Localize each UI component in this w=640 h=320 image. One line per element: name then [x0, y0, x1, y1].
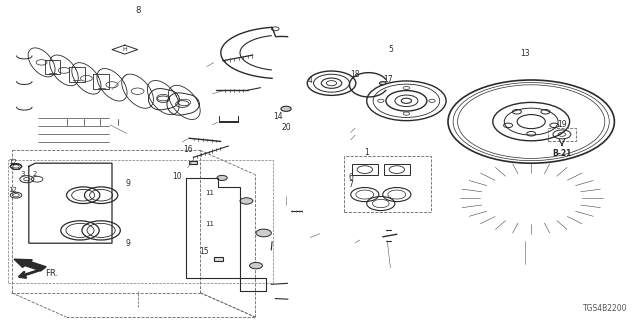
Circle shape	[250, 262, 262, 269]
Text: 16: 16	[182, 145, 193, 154]
Text: 19: 19	[557, 120, 567, 129]
Bar	[384, 164, 410, 175]
Text: 13: 13	[520, 49, 530, 58]
Circle shape	[380, 82, 386, 85]
Text: 9: 9	[125, 180, 131, 188]
Text: 7: 7	[348, 180, 353, 189]
Text: 14: 14	[273, 112, 284, 121]
Text: 10: 10	[172, 172, 182, 181]
Circle shape	[240, 198, 253, 204]
Text: 11: 11	[205, 221, 214, 227]
Text: 18: 18	[351, 70, 360, 79]
Text: FR.: FR.	[45, 269, 58, 278]
Text: 20: 20	[281, 123, 291, 132]
Text: 11: 11	[205, 190, 214, 196]
Text: B-21: B-21	[552, 149, 572, 158]
Bar	[344, 156, 431, 212]
Bar	[8, 160, 273, 283]
Bar	[189, 161, 197, 164]
Bar	[548, 128, 576, 141]
Text: TGS4B2200: TGS4B2200	[582, 304, 627, 313]
Text: 12: 12	[8, 159, 17, 164]
Text: 17: 17	[383, 75, 394, 84]
Text: 2: 2	[33, 172, 37, 177]
Bar	[352, 164, 378, 175]
Text: H: H	[122, 47, 127, 52]
Circle shape	[256, 229, 271, 237]
Text: 15: 15	[198, 247, 209, 256]
Text: 12: 12	[8, 188, 17, 193]
Text: 1: 1	[364, 148, 369, 157]
Text: 4: 4	[308, 76, 313, 84]
Text: 6: 6	[348, 173, 353, 182]
Circle shape	[217, 175, 227, 180]
Circle shape	[281, 106, 291, 111]
Text: 9: 9	[125, 239, 131, 248]
Text: 3: 3	[20, 172, 25, 177]
FancyArrow shape	[14, 259, 46, 271]
Text: 5: 5	[388, 45, 393, 54]
Bar	[214, 257, 223, 261]
Text: 8: 8	[135, 6, 140, 15]
